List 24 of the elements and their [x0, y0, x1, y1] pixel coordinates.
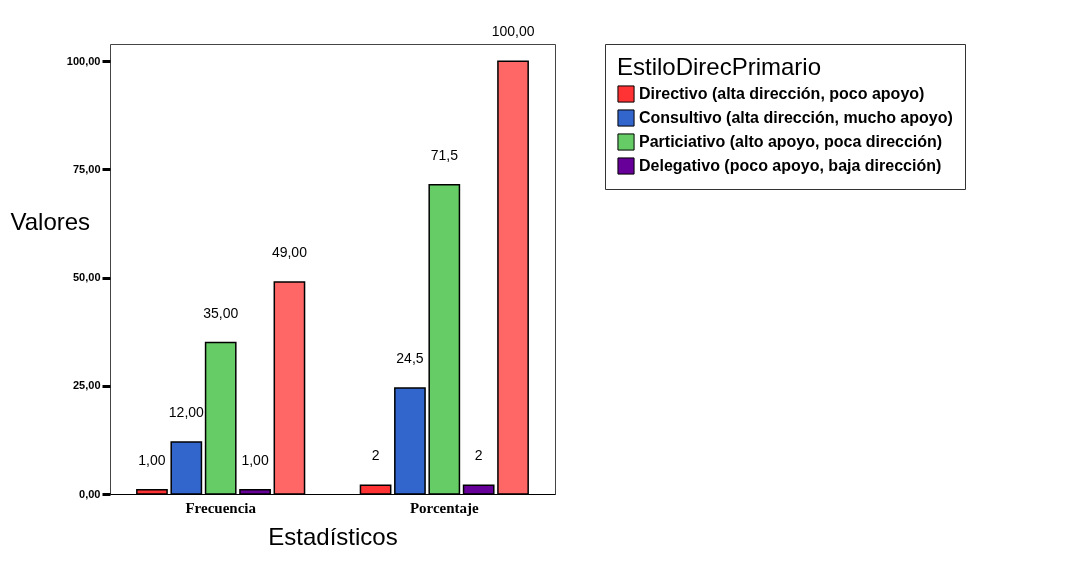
x-axis-title: Estadísticos: [268, 522, 398, 550]
data-label: 100,00: [491, 23, 535, 40]
data-label: 35,00: [203, 304, 239, 321]
data-label: 49,00: [271, 243, 308, 260]
data-label: 2: [474, 447, 483, 464]
legend-label: Consultivo (alta dirección, mucho apoyo): [639, 109, 953, 126]
data-label: 71,5: [430, 146, 459, 163]
data-label: 1,00: [241, 451, 269, 468]
y-tick-label: 50,00: [72, 271, 101, 284]
legend-title: EstiloDirecPrimario: [617, 53, 822, 80]
y-tick-label: 25,00: [72, 379, 101, 392]
data-label: 2: [371, 447, 380, 464]
y-tick-label: 0,00: [79, 487, 101, 500]
x-tick-label: Frecuencia: [185, 499, 257, 516]
data-label: 12,00: [168, 404, 205, 421]
x-tick-label: Porcentaje: [409, 499, 480, 516]
y-tick-label: 75,00: [72, 162, 101, 175]
legend-label: Directivo (alta dirección, poco apoyo): [639, 85, 925, 102]
legend-label: Particiativo (alto apoyo, poca dirección): [639, 133, 943, 150]
legend-label: Delegativo (poco apoyo, baja dirección): [639, 157, 942, 174]
y-axis-title: Valores: [10, 207, 91, 235]
y-tick-label: 100,00: [66, 54, 101, 67]
data-label: 24,5: [396, 349, 424, 366]
data-label: 1,00: [138, 451, 166, 468]
